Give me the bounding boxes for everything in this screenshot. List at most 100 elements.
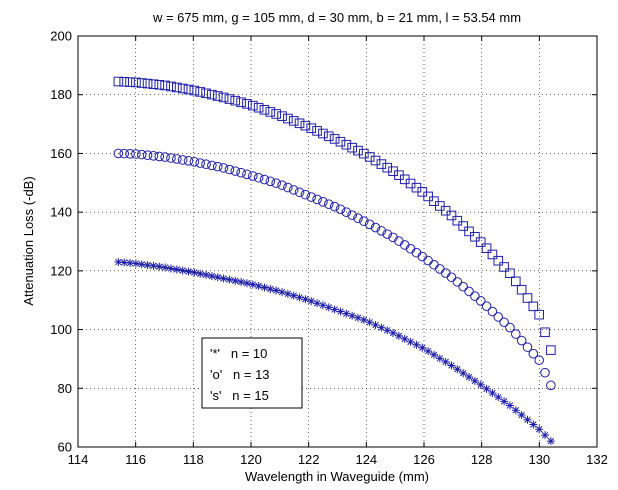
data-point-circle <box>335 204 346 215</box>
data-point-star <box>178 266 187 275</box>
series-layer <box>113 76 556 446</box>
data-point-star <box>289 291 298 300</box>
legend-box <box>201 337 303 409</box>
data-point-star <box>207 272 216 281</box>
data-point-square <box>283 113 293 124</box>
data-point-circle <box>353 213 363 223</box>
data-point-circle <box>493 312 504 322</box>
data-point-square <box>516 284 527 295</box>
data-point-circle <box>119 148 130 159</box>
series-star <box>114 258 555 446</box>
data-point-square <box>183 84 194 95</box>
data-point-square <box>119 77 130 87</box>
series-square <box>113 76 556 355</box>
data-point-star <box>517 410 526 419</box>
data-point-square <box>218 92 229 103</box>
data-point-star <box>546 437 555 446</box>
data-point-star <box>301 295 310 304</box>
data-point-circle <box>323 199 334 209</box>
data-point-star <box>511 406 520 415</box>
data-point-circle <box>247 171 258 181</box>
data-point-circle <box>446 272 457 283</box>
data-point-circle <box>347 210 357 220</box>
data-point-star <box>318 301 327 310</box>
data-point-circle <box>230 166 241 176</box>
data-point-star <box>494 393 503 402</box>
data-point-star <box>359 315 368 324</box>
data-point-star <box>114 258 123 267</box>
x-tick-label: 118 <box>183 452 204 467</box>
data-point-circle <box>183 156 194 166</box>
data-point-square <box>452 215 463 226</box>
data-point-square <box>370 155 381 166</box>
data-point-square <box>376 159 387 169</box>
data-point-circle <box>475 296 486 306</box>
data-point-square <box>546 345 556 355</box>
data-point-star <box>283 289 292 298</box>
data-point-square <box>166 81 176 92</box>
y-axis-title: Attenuation Loss (-dB) <box>21 176 36 305</box>
data-point-circle <box>546 380 556 391</box>
data-point-star <box>482 384 491 393</box>
data-point-circle <box>516 335 527 346</box>
data-point-circle <box>142 150 153 161</box>
data-point-circle <box>236 167 246 178</box>
data-point-square <box>493 255 504 266</box>
data-point-square <box>540 327 550 338</box>
data-point-square <box>318 128 328 139</box>
data-point-circle <box>318 197 328 207</box>
legend: '*' n = 10 'o' n = 13 's' n = 15 <box>201 337 303 409</box>
y-tick-label: 100 <box>50 322 72 337</box>
data-point-square <box>160 80 170 91</box>
data-point-square <box>125 77 135 87</box>
data-point-circle <box>481 301 492 311</box>
data-point-circle <box>242 169 252 180</box>
data-point-circle <box>505 322 515 333</box>
data-point-square <box>277 111 287 121</box>
data-point-star <box>365 318 374 327</box>
x-tick-label: 116 <box>125 452 146 467</box>
data-point-star <box>190 268 199 277</box>
data-point-circle <box>125 149 135 159</box>
data-point-star <box>394 331 403 340</box>
data-point-square <box>148 79 159 89</box>
data-point-star <box>196 269 205 278</box>
data-point-square <box>230 95 241 106</box>
y-tick-label: 180 <box>50 87 72 102</box>
data-point-circle <box>283 182 293 193</box>
data-point-circle <box>540 367 550 378</box>
data-point-square <box>510 276 521 287</box>
data-point-square <box>294 118 305 129</box>
plot-title: w = 675 mm, g = 105 mm, d = 30 mm, b = 2… <box>152 10 521 25</box>
data-point-circle <box>212 161 223 172</box>
data-point-star <box>465 372 474 381</box>
data-point-square <box>271 109 281 119</box>
data-point-square <box>329 134 340 144</box>
data-point-circle <box>154 151 165 162</box>
data-point-square <box>195 87 205 97</box>
data-point-circle <box>166 153 176 163</box>
data-point-star <box>242 279 251 288</box>
data-point-circle <box>452 277 463 287</box>
data-point-star <box>120 258 129 267</box>
data-point-circle <box>522 342 533 352</box>
y-tick-label: 160 <box>50 146 72 161</box>
data-point-circle <box>470 291 480 301</box>
data-point-star <box>342 309 351 318</box>
data-point-star <box>184 267 193 276</box>
data-point-star <box>161 263 170 272</box>
data-point-star <box>155 262 164 271</box>
data-point-star <box>371 320 380 329</box>
data-point-star <box>523 415 532 424</box>
data-point-square <box>347 142 357 153</box>
data-point-star <box>336 307 345 316</box>
plot-frame <box>77 35 598 448</box>
data-point-circle <box>259 174 270 185</box>
y-tick-label: 200 <box>50 29 72 44</box>
data-point-star <box>353 313 362 322</box>
data-point-star <box>137 260 146 269</box>
series-circle <box>113 148 556 391</box>
data-point-star <box>476 380 485 389</box>
data-point-circle <box>376 226 387 236</box>
